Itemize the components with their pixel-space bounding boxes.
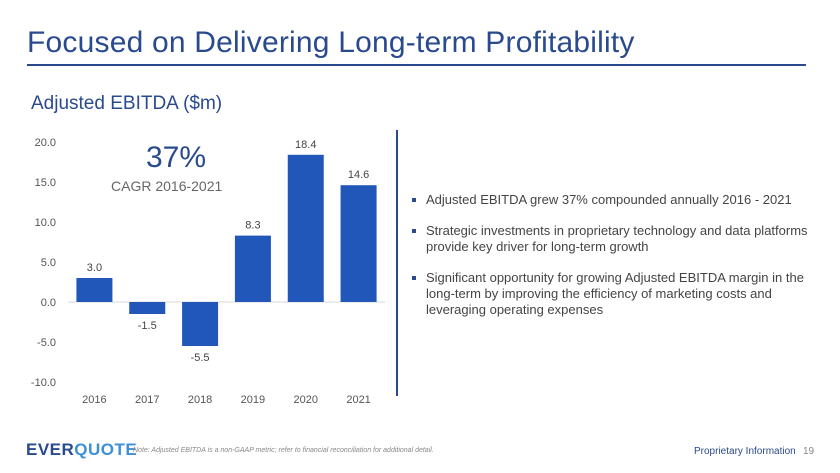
bullet-list: Adjusted EBITDA grew 37% compounded annu… xyxy=(412,192,812,333)
bar xyxy=(287,154,324,302)
bar-value-label: 14.6 xyxy=(348,169,369,181)
y-tick-label: -5.0 xyxy=(37,337,56,349)
x-tick-label: 2020 xyxy=(294,394,318,406)
bullet-square-icon xyxy=(412,198,416,202)
cagr-value: 37% xyxy=(146,141,207,174)
bar xyxy=(129,302,166,314)
bullet-item: Strategic investments in proprietary tec… xyxy=(412,223,812,255)
slide-title: Focused on Delivering Long-term Profitab… xyxy=(27,26,635,59)
bar xyxy=(76,278,113,302)
x-tick-label: 2018 xyxy=(188,394,212,406)
bar-value-label: 3.0 xyxy=(87,262,102,274)
bullet-square-icon xyxy=(412,229,416,233)
bullet-item: Significant opportunity for growing Adju… xyxy=(412,270,812,318)
bar xyxy=(182,302,219,346)
vertical-divider xyxy=(396,130,398,396)
bar xyxy=(234,235,271,302)
logo-text-ever: EVER xyxy=(26,440,75,459)
chart-heading: Adjusted EBITDA ($m) xyxy=(31,93,223,114)
y-tick-label: 0.0 xyxy=(41,297,56,309)
x-tick-label: 2019 xyxy=(241,394,265,406)
y-tick-label: 15.0 xyxy=(35,177,56,189)
bar-value-label: -1.5 xyxy=(138,320,157,332)
cagr-label: CAGR 2016-2021 xyxy=(111,178,223,194)
x-tick-label: 2017 xyxy=(135,394,159,406)
title-underline xyxy=(27,64,806,66)
bar-value-label: 18.4 xyxy=(295,139,316,151)
y-tick-label: 20.0 xyxy=(35,137,56,149)
bar xyxy=(340,185,377,302)
proprietary-label: Proprietary Information xyxy=(694,446,796,457)
y-tick-label: 10.0 xyxy=(35,217,56,229)
footnote: Note: Adjusted EBITDA is a non-GAAP metr… xyxy=(133,447,434,454)
ebitda-bar-chart: 20.0 15.0 10.0 5.0 0.0 -5.0 -10.0 3.0 2016 -1.5 20… xyxy=(31,137,385,406)
y-tick-label: 5.0 xyxy=(41,257,56,269)
everquote-logo: EVERQUOTE xyxy=(26,440,137,460)
y-tick-label: -10.0 xyxy=(31,377,56,389)
bullet-item: Adjusted EBITDA grew 37% compounded annu… xyxy=(412,192,812,208)
bullet-square-icon xyxy=(412,276,416,280)
page-number: 19 xyxy=(803,446,815,457)
bullet-text: Significant opportunity for growing Adju… xyxy=(426,270,804,317)
bar-value-label: -5.5 xyxy=(191,352,210,364)
bullet-text: Adjusted EBITDA grew 37% compounded annu… xyxy=(426,192,792,207)
x-tick-label: 2016 xyxy=(82,394,106,406)
bar-value-label: 8.3 xyxy=(245,220,260,232)
bullet-text: Strategic investments in proprietary tec… xyxy=(426,223,808,254)
logo-text-quote: QUOTE xyxy=(74,440,138,459)
x-tick-label: 2021 xyxy=(346,394,370,406)
